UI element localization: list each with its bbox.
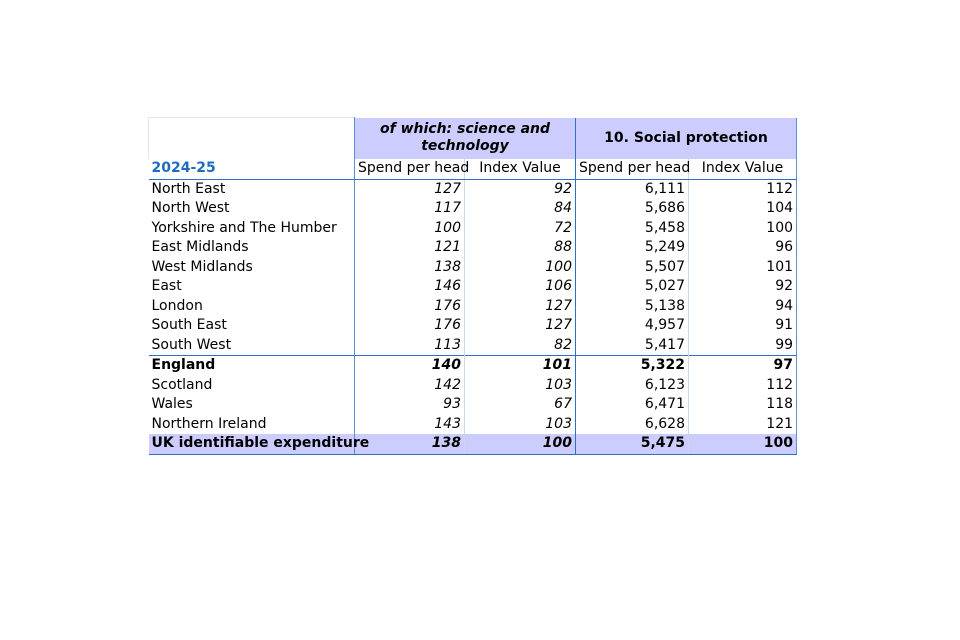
sp-index-value: 91 [688,316,798,336]
region-name: UK identifiable expenditure [148,434,369,455]
table-row-england: England 140 101 5,322 97 [148,355,798,376]
sci-spend-value: 138 [354,257,465,277]
sp-index-value: 104 [688,199,798,219]
sci-spend-value: 176 [354,316,465,336]
sp-spend-value: 5,417 [575,335,689,356]
sp-spend-value: 5,322 [575,355,689,376]
sp-index-value: 97 [688,355,798,376]
sci-index-value: 101 [464,355,576,376]
sp-spend-value: 6,628 [575,414,689,434]
sci-index-value: 127 [464,296,576,316]
sci-index-value: 84 [464,199,576,219]
social-protection-group-header: 10. Social protection [575,117,798,159]
sci-index-value: 92 [464,179,576,199]
sp-index-value: 94 [688,296,798,316]
table-row: Scotland 142 103 6,123 112 [148,375,798,395]
sp-index-value: 92 [688,277,798,297]
sp-spend-value: 6,471 [575,395,689,415]
sci-spend-value: 93 [354,395,465,415]
sci-index-value: 100 [464,434,576,455]
sci-spend-value: 143 [354,414,465,434]
region-name: Yorkshire and The Humber [148,218,355,238]
table-row: North West 117 84 5,686 104 [148,199,798,219]
table-row: Yorkshire and The Humber 100 72 5,458 10… [148,218,798,238]
sp-index-value: 99 [688,335,798,356]
group-header-row: of which: science and technology 10. Soc… [148,117,798,159]
sci-spend-value: 140 [354,355,465,376]
sp-spend-value: 5,475 [575,434,689,455]
sp-spend-value: 4,957 [575,316,689,336]
region-name: Wales [148,395,355,415]
sp-index-value: 112 [688,375,798,395]
sp-index-value: 96 [688,238,798,258]
sp-spend-value: 5,249 [575,238,689,258]
table-row: North East 127 92 6,111 112 [148,179,798,199]
region-name: South East [148,316,355,336]
expenditure-table: of which: science and technology 10. Soc… [148,117,798,455]
table-row: South West 113 82 5,417 99 [148,335,798,356]
sci-spend-value: 100 [354,218,465,238]
sci-spend-value: 113 [354,335,465,356]
region-name: North West [148,199,355,219]
sci-spend-value: 146 [354,277,465,297]
region-name: London [148,296,355,316]
sp-index-value: 101 [688,257,798,277]
sci-index-value: 127 [464,316,576,336]
sci-spend-value: 127 [354,179,465,199]
region-name: Northern Ireland [148,414,355,434]
sci-index-value: 100 [464,257,576,277]
region-name: West Midlands [148,257,355,277]
table-row: West Midlands 138 100 5,507 101 [148,257,798,277]
sci-spend-value: 142 [354,375,465,395]
col-header-sp-spend: Spend per head [575,159,690,180]
table-row: Northern Ireland 143 103 6,628 121 [148,414,798,434]
blank-header-cell [148,117,355,159]
table-row: South East 176 127 4,957 91 [148,316,798,336]
sci-spend-value: 121 [354,238,465,258]
sci-index-value: 103 [464,375,576,395]
year-label: 2024-25 [148,159,355,180]
table-row: East 146 106 5,027 92 [148,277,798,297]
sci-spend-value: 117 [354,199,465,219]
sci-spend-value: 176 [354,296,465,316]
table-row: London 176 127 5,138 94 [148,296,798,316]
region-name: East [148,277,355,297]
sp-spend-value: 6,123 [575,375,689,395]
sp-spend-value: 5,458 [575,218,689,238]
sci-index-value: 103 [464,414,576,434]
table-row: Wales 93 67 6,471 118 [148,395,798,415]
sp-index-value: 118 [688,395,798,415]
sp-spend-value: 6,111 [575,179,689,199]
sci-index-value: 82 [464,335,576,356]
table-row: East Midlands 121 88 5,249 96 [148,238,798,258]
region-name: England [148,355,355,376]
sp-spend-value: 5,507 [575,257,689,277]
sp-spend-value: 5,686 [575,199,689,219]
sp-index-value: 100 [688,218,798,238]
region-name: South West [148,335,355,356]
sci-index-value: 106 [464,277,576,297]
region-name: Scotland [148,375,355,395]
sci-index-value: 67 [464,395,576,415]
table-body: North East 127 92 6,111 112 North West 1… [148,179,798,455]
sci-spend-value: 138 [354,434,465,455]
sp-index-value: 100 [688,434,798,455]
table-row-uk-total: UK identifiable expenditure 138 100 5,47… [148,434,798,455]
sp-index-value: 121 [688,414,798,434]
region-name: North East [148,179,355,199]
column-header-row: 2024-25 Spend per head Index Value Spend… [148,159,798,180]
col-header-sci-index: Index Value [464,159,576,180]
sci-index-value: 88 [464,238,576,258]
sp-index-value: 112 [688,179,798,199]
sci-index-value: 72 [464,218,576,238]
sp-spend-value: 5,138 [575,296,689,316]
sp-spend-value: 5,027 [575,277,689,297]
col-header-sci-spend: Spend per head [354,159,469,180]
col-header-sp-index: Index Value [688,159,798,180]
science-group-header: of which: science and technology [354,117,576,159]
region-name: East Midlands [148,238,355,258]
